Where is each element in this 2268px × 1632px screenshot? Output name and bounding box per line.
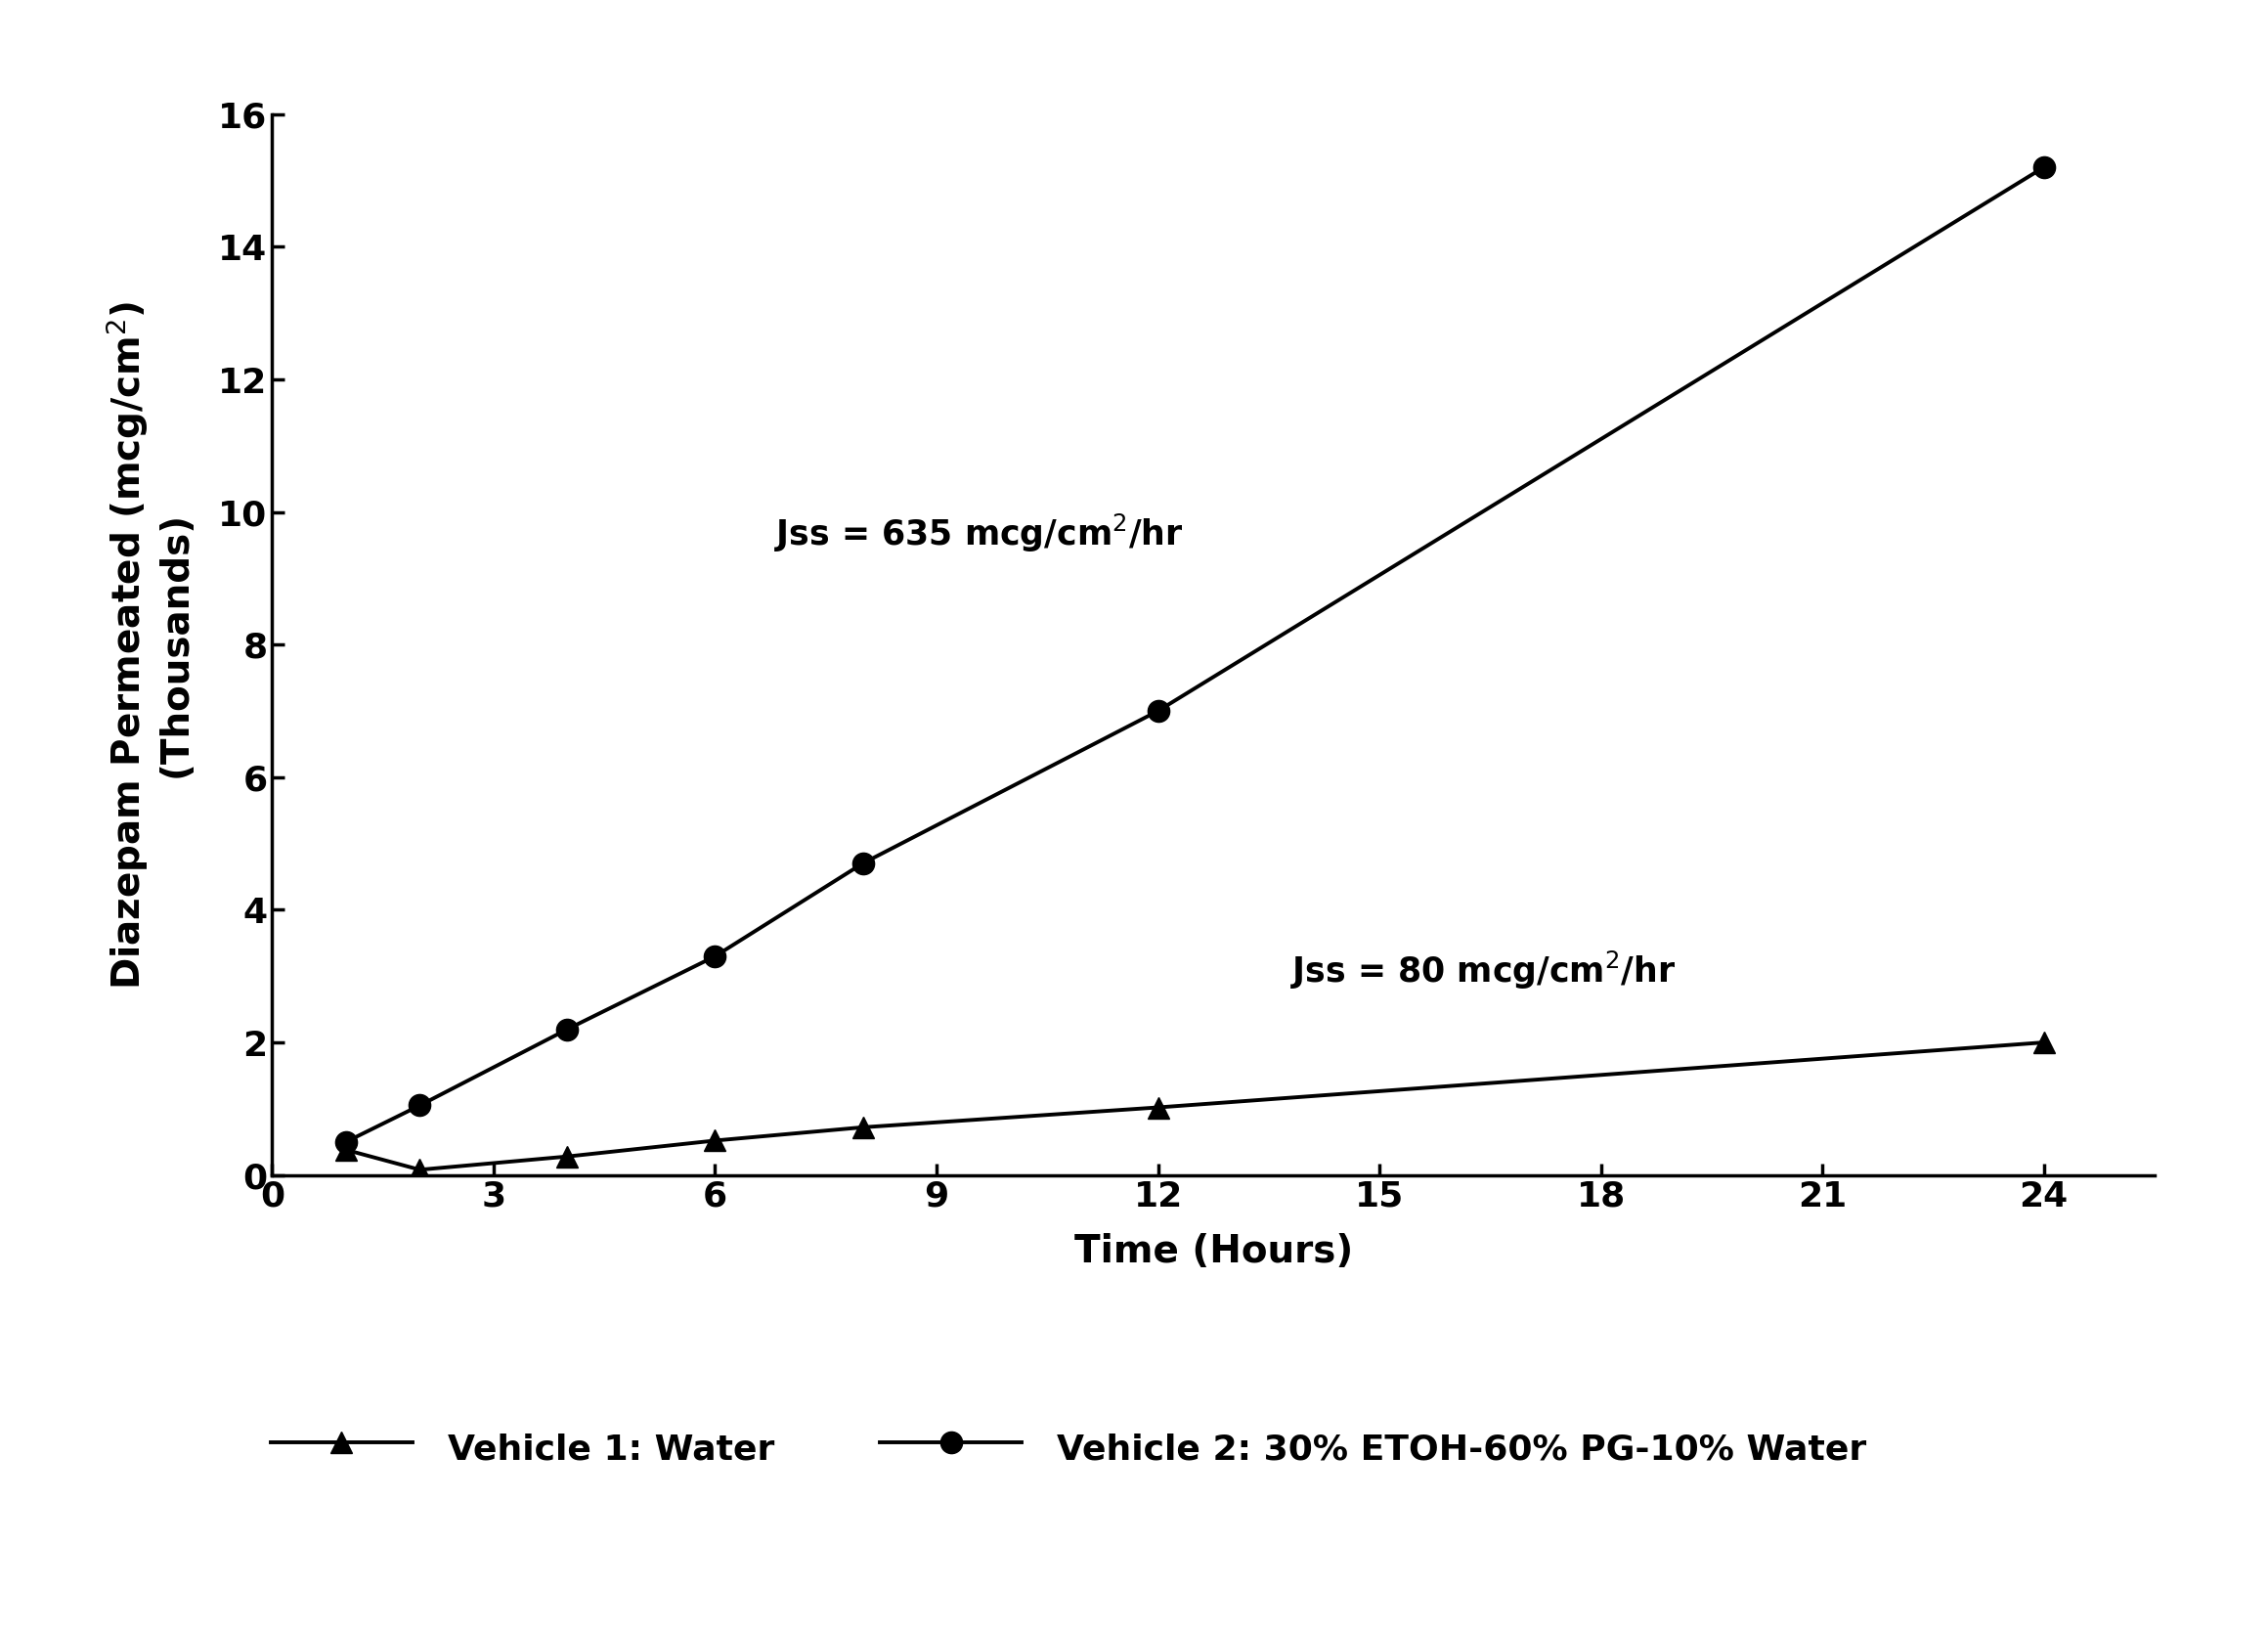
X-axis label: Time (Hours): Time (Hours) bbox=[1075, 1234, 1352, 1271]
Text: Jss = 635 mcg/cm$^2$/hr: Jss = 635 mcg/cm$^2$/hr bbox=[773, 512, 1184, 553]
Text: Jss = 80 mcg/cm$^2$/hr: Jss = 80 mcg/cm$^2$/hr bbox=[1290, 950, 1676, 992]
Y-axis label: Diazepam Permeated (mcg/cm$^2$)
(Thousands): Diazepam Permeated (mcg/cm$^2$) (Thousan… bbox=[104, 300, 193, 989]
Legend: Vehicle 1: Water, Vehicle 2: 30% ETOH-60% PG-10% Water: Vehicle 1: Water, Vehicle 2: 30% ETOH-60… bbox=[270, 1426, 1867, 1469]
